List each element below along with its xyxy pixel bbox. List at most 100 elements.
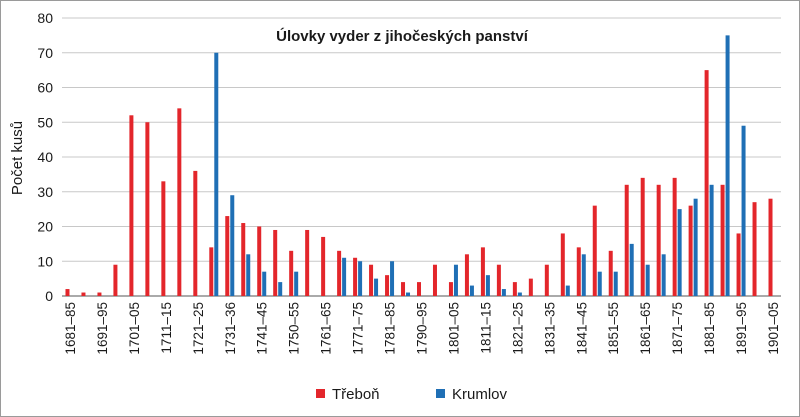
y-axis-label: Počet kusů [9,121,26,195]
legend-label: Třeboň [332,386,380,403]
bar-trebon [97,292,102,296]
bar-trebon [624,184,629,296]
bar-trebon [209,247,214,296]
bar-krumlov [469,285,474,296]
bar-krumlov [374,278,379,296]
x-tick-label: 1781–85 [383,302,398,355]
bar-krumlov [597,271,602,296]
bar-trebon [257,226,262,296]
gridlines [62,17,781,297]
bar-trebon [432,264,437,296]
bar-krumlov [358,261,363,296]
x-tick-labels: 1681–85 1691–95 1701–05 1711–15 1721–25 1731–… [63,302,781,355]
bar-trebon [129,115,134,296]
bar-trebon [672,177,677,296]
bar-trebon [512,282,517,296]
bar-krumlov [725,35,730,296]
chart-title: Úlovky vyder z jihočeských panství [276,27,529,45]
bar-krumlov [214,52,219,296]
bar-trebon [704,70,709,296]
bar-trebon [688,205,693,296]
y-tick-label: 60 [37,80,53,96]
bar-trebon [81,292,86,296]
x-tick-label: 1750–55 [287,302,302,355]
bar-krumlov [278,282,283,296]
bar-trebon [528,278,533,296]
bar-trebon [369,264,374,296]
y-tick-label: 0 [45,288,53,304]
bar-trebon [273,229,278,296]
bar-trebon [225,216,230,296]
y-tick-label: 30 [37,184,53,200]
bar-krumlov [294,271,299,296]
bar-krumlov [453,264,458,296]
bar-krumlov [485,275,490,296]
x-tick-label: 1871–75 [670,302,685,355]
bar-krumlov [581,254,586,296]
x-tick-label: 1721–25 [191,302,206,355]
x-tick-label: 1901–05 [766,302,781,355]
x-tick-label: 1881–85 [702,302,717,355]
bar-krumlov [741,125,746,296]
bar-trebon [752,202,757,296]
bar-trebon [321,236,326,296]
bar-trebon [289,250,294,296]
bar-krumlov [629,243,634,296]
x-tick-label: 1771–75 [351,302,366,355]
bar-trebon [417,282,421,296]
bar-krumlov [501,289,506,296]
bar-trebon [241,223,246,296]
x-tick-label: 1761–65 [319,302,334,355]
bar-trebon [464,254,469,296]
bar-trebon [736,233,741,296]
legend: Třeboň Krumlov [316,386,508,403]
bar-trebon [385,275,390,296]
x-tick-label: 1851–55 [606,302,621,355]
y-tick-labels: 0 10 20 30 40 50 60 70 80 [37,10,53,304]
bar-krumlov [230,195,235,296]
x-tick-label: 1681–85 [63,302,78,355]
legend-swatch [436,389,445,398]
bar-krumlov [517,292,522,296]
bar-krumlov [342,257,347,296]
x-tick-label: 1891–95 [734,302,749,355]
bar-krumlov [262,271,267,296]
bar-krumlov [613,271,618,296]
bar-trebon [640,177,645,296]
x-tick-label: 1691–95 [95,302,110,355]
bar-trebon [65,289,70,296]
y-tick-label: 20 [37,219,53,235]
bar-trebon [768,198,773,296]
x-tick-label: 1841–45 [574,302,589,355]
bar-krumlov [661,254,666,296]
x-tick-label: 1811–15 [478,302,493,354]
bar-trebon [337,250,342,296]
bar-trebon [177,108,182,296]
bar-trebon [448,282,453,296]
x-tick-label: 1801–05 [446,302,461,355]
bar-krumlov [645,264,650,296]
bar-trebon [193,170,198,296]
bar-krumlov [246,254,251,296]
bar-krumlov [406,292,411,296]
y-tick-label: 70 [37,45,53,61]
y-tick-label: 10 [37,253,53,269]
bar-krumlov [693,198,698,296]
bar-trebon [544,264,549,296]
bar-trebon [608,250,613,296]
bar-trebon [401,282,406,296]
legend-label: Krumlov [452,386,508,403]
x-tick-label: 1731–36 [223,302,238,355]
bar-trebon [145,122,150,296]
bar-trebon [480,247,485,296]
bar-trebon [496,264,501,296]
bar-trebon [656,184,661,296]
bar-krumlov [565,285,570,296]
bar-trebon [113,264,118,296]
x-tick-label: 1821–25 [510,302,525,355]
y-tick-label: 50 [37,114,53,130]
y-tick-label: 40 [37,149,53,165]
x-tick-label: 1741–45 [255,302,270,355]
x-tick-label: 1701–05 [127,302,142,355]
bar-krumlov [709,184,714,296]
